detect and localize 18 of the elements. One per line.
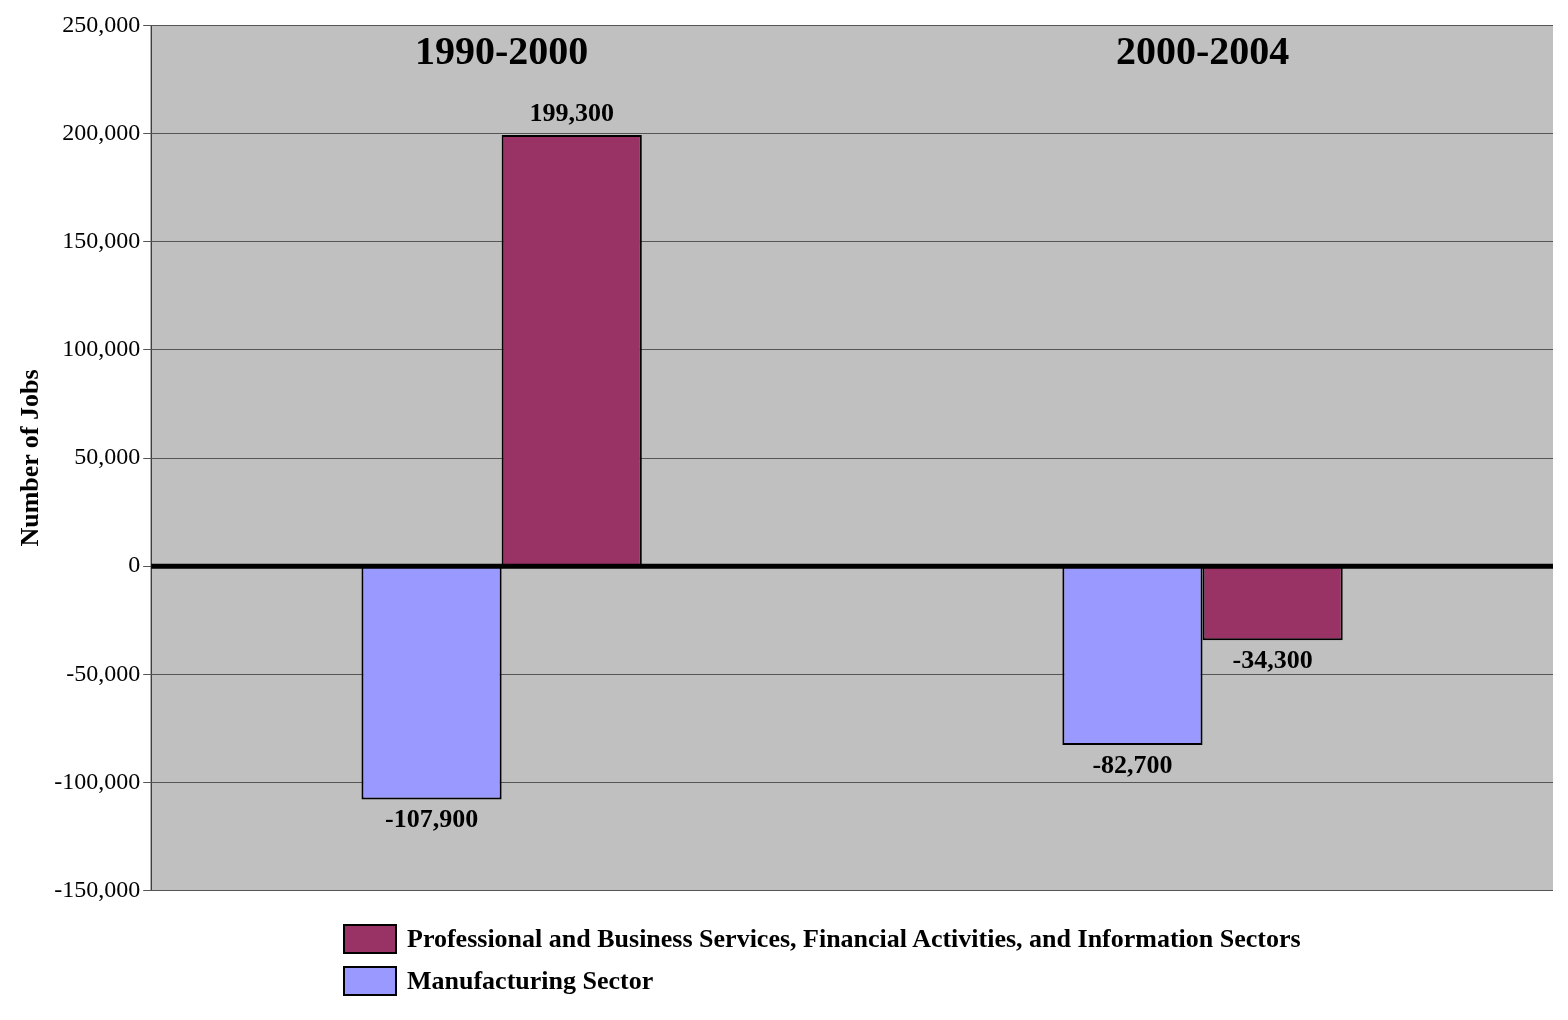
y-tick-label: 250,000: [62, 10, 141, 37]
y-tick-label: 150,000: [62, 227, 141, 253]
data-label: 199,300: [529, 97, 614, 127]
y-tick-label: -100,000: [54, 767, 141, 794]
x-tick-label: 2000-2004: [1115, 27, 1290, 73]
y-tick-label: 200,000: [62, 118, 141, 145]
data-label: -34,300: [1232, 645, 1313, 675]
y-tick-label: 50,000: [74, 443, 141, 470]
data-label: -82,700: [1092, 749, 1173, 779]
legend-label: Manufacturing Sector: [407, 966, 654, 996]
y-tick-label: 0: [128, 551, 141, 578]
y-tick-label: 100,000: [62, 335, 141, 362]
x-tick-label: 1990-2000: [414, 27, 589, 73]
y-tick-label: -50,000: [66, 659, 141, 686]
y-tick-label: -150,000: [54, 875, 141, 902]
y-axis-title: Number of Jobs: [15, 369, 45, 547]
legend-label: Professional and Business Services, Financial Activities, and Information Sectors: [407, 924, 1301, 954]
data-label: -107,900: [384, 804, 479, 834]
